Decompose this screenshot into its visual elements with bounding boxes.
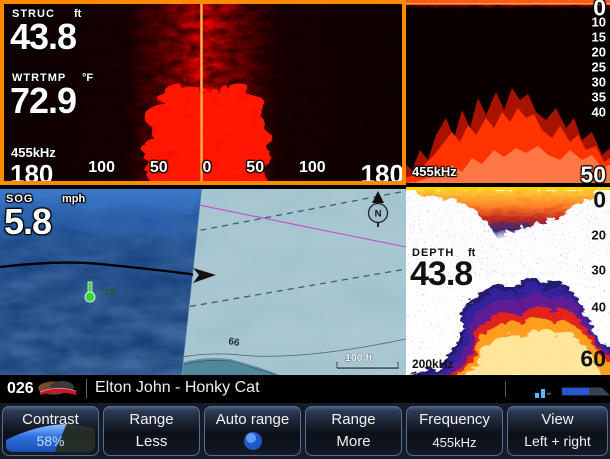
svg-text:"15": "15"	[100, 287, 119, 297]
svg-text:N: N	[375, 209, 382, 220]
svg-text:100 ft: 100 ft	[345, 352, 373, 364]
